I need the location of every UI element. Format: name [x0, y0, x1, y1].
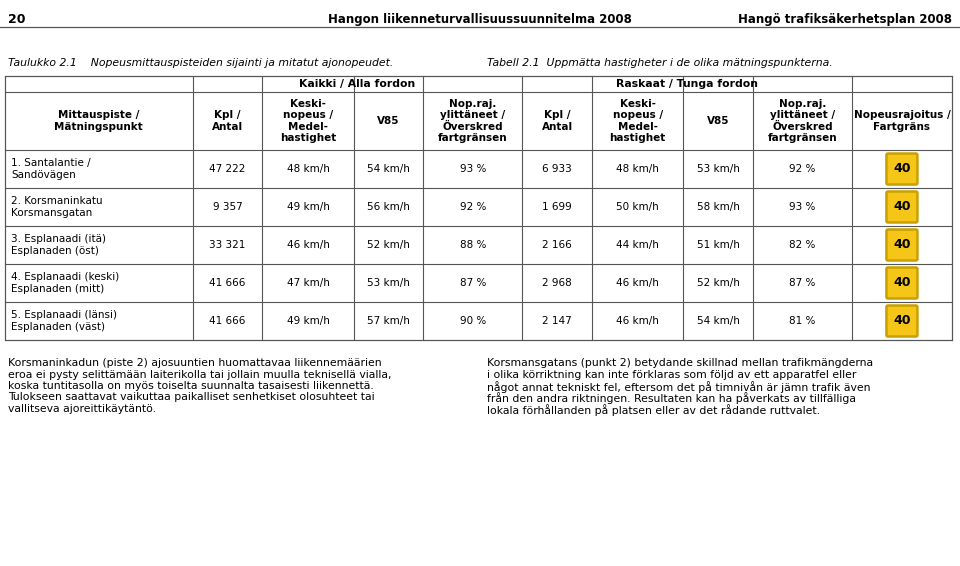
Text: Hangö trafiksäkerhetsplan 2008: Hangö trafiksäkerhetsplan 2008 — [738, 13, 952, 26]
Text: 58 km/h: 58 km/h — [697, 202, 739, 212]
Text: 52 km/h: 52 km/h — [367, 240, 410, 250]
Text: V85: V85 — [707, 116, 730, 126]
Text: 93 %: 93 % — [460, 164, 486, 174]
Text: 54 km/h: 54 km/h — [697, 316, 739, 326]
Text: eroa ei pysty selittämään laiterikolla tai jollain muulla teknisellä vialla,: eroa ei pysty selittämään laiterikolla t… — [8, 370, 392, 379]
Text: 48 km/h: 48 km/h — [286, 164, 329, 174]
Text: Raskaat / Tunga fordon: Raskaat / Tunga fordon — [616, 79, 758, 89]
Text: V85: V85 — [377, 116, 399, 126]
Text: 90 %: 90 % — [460, 316, 486, 326]
Text: 2. Korsmaninkatu
Korsmansgatan: 2. Korsmaninkatu Korsmansgatan — [11, 196, 103, 218]
Text: 2 968: 2 968 — [542, 278, 572, 288]
Text: 46 km/h: 46 km/h — [616, 278, 659, 288]
Text: 6 933: 6 933 — [542, 164, 572, 174]
Text: Nopeusrajoitus /
Fartgräns: Nopeusrajoitus / Fartgräns — [853, 110, 950, 132]
Text: 49 km/h: 49 km/h — [286, 316, 329, 326]
FancyBboxPatch shape — [886, 268, 918, 298]
FancyBboxPatch shape — [886, 306, 918, 337]
Text: 53 km/h: 53 km/h — [697, 164, 739, 174]
Text: Tulokseen saattavat vaikuttaa paikalliset senhetkiset olosuhteet tai: Tulokseen saattavat vaikuttaa paikallise… — [8, 392, 374, 402]
Text: 93 %: 93 % — [789, 202, 816, 212]
Text: Mittauspiste /
Mätningspunkt: Mittauspiste / Mätningspunkt — [55, 110, 143, 132]
Text: 9 357: 9 357 — [212, 202, 242, 212]
Text: 3. Esplanaadi (itä)
Esplanaden (öst): 3. Esplanaadi (itä) Esplanaden (öst) — [11, 234, 106, 256]
FancyBboxPatch shape — [886, 191, 918, 222]
Text: Korsmansgatans (punkt 2) betydande skillnad mellan trafikmängderna: Korsmansgatans (punkt 2) betydande skill… — [487, 358, 874, 368]
Text: 46 km/h: 46 km/h — [286, 240, 329, 250]
Text: 54 km/h: 54 km/h — [367, 164, 410, 174]
Text: Taulukko 2.1    Nopeusmittauspisteiden sijainti ja mitatut ajonopeudet.: Taulukko 2.1 Nopeusmittauspisteiden sija… — [8, 58, 394, 68]
Text: Nop.raj.
ylittäneet /
Överskred
fartgränsen: Nop.raj. ylittäneet / Överskred fartgrän… — [438, 98, 508, 143]
Text: 49 km/h: 49 km/h — [286, 202, 329, 212]
Text: 33 321: 33 321 — [209, 240, 246, 250]
Text: vallitseva ajoreittikäytäntö.: vallitseva ajoreittikäytäntö. — [8, 404, 156, 414]
Text: 44 km/h: 44 km/h — [616, 240, 659, 250]
Text: Kpl /
Antal: Kpl / Antal — [541, 110, 573, 132]
Text: 41 666: 41 666 — [209, 316, 246, 326]
Text: 53 km/h: 53 km/h — [367, 278, 410, 288]
Text: 50 km/h: 50 km/h — [616, 202, 659, 212]
FancyBboxPatch shape — [886, 229, 918, 260]
Text: 52 km/h: 52 km/h — [697, 278, 739, 288]
Text: 40: 40 — [893, 277, 911, 289]
Text: koska tuntitasolla on myös toiselta suunnalta tasaisesti liikennettä.: koska tuntitasolla on myös toiselta suun… — [8, 381, 373, 391]
Text: 87 %: 87 % — [460, 278, 486, 288]
Text: 5. Esplanaadi (länsi)
Esplanaden (väst): 5. Esplanaadi (länsi) Esplanaden (väst) — [11, 310, 117, 332]
Text: Hangon liikenneturvallisuussuunnitelma 2008: Hangon liikenneturvallisuussuunnitelma 2… — [328, 13, 632, 26]
Text: 88 %: 88 % — [460, 240, 486, 250]
Text: 4. Esplanaadi (keski)
Esplanaden (mitt): 4. Esplanaadi (keski) Esplanaden (mitt) — [11, 272, 119, 294]
Text: 48 km/h: 48 km/h — [616, 164, 659, 174]
Text: Kaikki / Alla fordon: Kaikki / Alla fordon — [300, 79, 416, 89]
Bar — [5, 76, 952, 340]
Text: 82 %: 82 % — [789, 240, 816, 250]
Text: 81 %: 81 % — [789, 316, 816, 326]
Text: Tabell 2.1  Uppmätta hastigheter i de olika mätningspunkterna.: Tabell 2.1 Uppmätta hastigheter i de oli… — [487, 58, 832, 68]
Text: 2 166: 2 166 — [542, 240, 572, 250]
Text: Keski-
nopeus /
Medel-
hastighet: Keski- nopeus / Medel- hastighet — [610, 98, 665, 143]
Text: 40: 40 — [893, 162, 911, 175]
Text: Kpl /
Antal: Kpl / Antal — [212, 110, 243, 132]
Text: 40: 40 — [893, 315, 911, 328]
Text: 87 %: 87 % — [789, 278, 816, 288]
Text: 56 km/h: 56 km/h — [367, 202, 410, 212]
Text: från den andra riktningen. Resultaten kan ha påverkats av tillfälliga: från den andra riktningen. Resultaten ka… — [487, 392, 856, 404]
Text: 20: 20 — [8, 13, 26, 26]
Text: 1 699: 1 699 — [542, 202, 572, 212]
Text: 41 666: 41 666 — [209, 278, 246, 288]
Text: 92 %: 92 % — [789, 164, 816, 174]
Text: i olika körriktning kan inte förklaras som följd av ett apparatfel eller: i olika körriktning kan inte förklaras s… — [487, 370, 856, 379]
Text: 47 222: 47 222 — [209, 164, 246, 174]
Text: 1. Santalantie /
Sandövägen: 1. Santalantie / Sandövägen — [11, 158, 90, 180]
Text: Korsmaninkadun (piste 2) ajosuuntien huomattavaa liikennemäärien: Korsmaninkadun (piste 2) ajosuuntien huo… — [8, 358, 382, 368]
Text: något annat tekniskt fel, eftersom det på timnivån är jämn trafik även: något annat tekniskt fel, eftersom det p… — [487, 381, 871, 393]
FancyBboxPatch shape — [886, 153, 918, 185]
Text: 57 km/h: 57 km/h — [367, 316, 410, 326]
Text: 47 km/h: 47 km/h — [286, 278, 329, 288]
Text: 51 km/h: 51 km/h — [697, 240, 739, 250]
Text: lokala förhållanden på platsen eller av det rådande ruttvalet.: lokala förhållanden på platsen eller av … — [487, 404, 820, 416]
Text: Nop.raj.
ylittäneet /
Överskred
fartgränsen: Nop.raj. ylittäneet / Överskred fartgrän… — [768, 98, 837, 143]
Text: 40: 40 — [893, 200, 911, 213]
Text: 40: 40 — [893, 238, 911, 251]
Text: 2 147: 2 147 — [542, 316, 572, 326]
Text: 46 km/h: 46 km/h — [616, 316, 659, 326]
Text: Keski-
nopeus /
Medel-
hastighet: Keski- nopeus / Medel- hastighet — [280, 98, 336, 143]
Text: 92 %: 92 % — [460, 202, 486, 212]
